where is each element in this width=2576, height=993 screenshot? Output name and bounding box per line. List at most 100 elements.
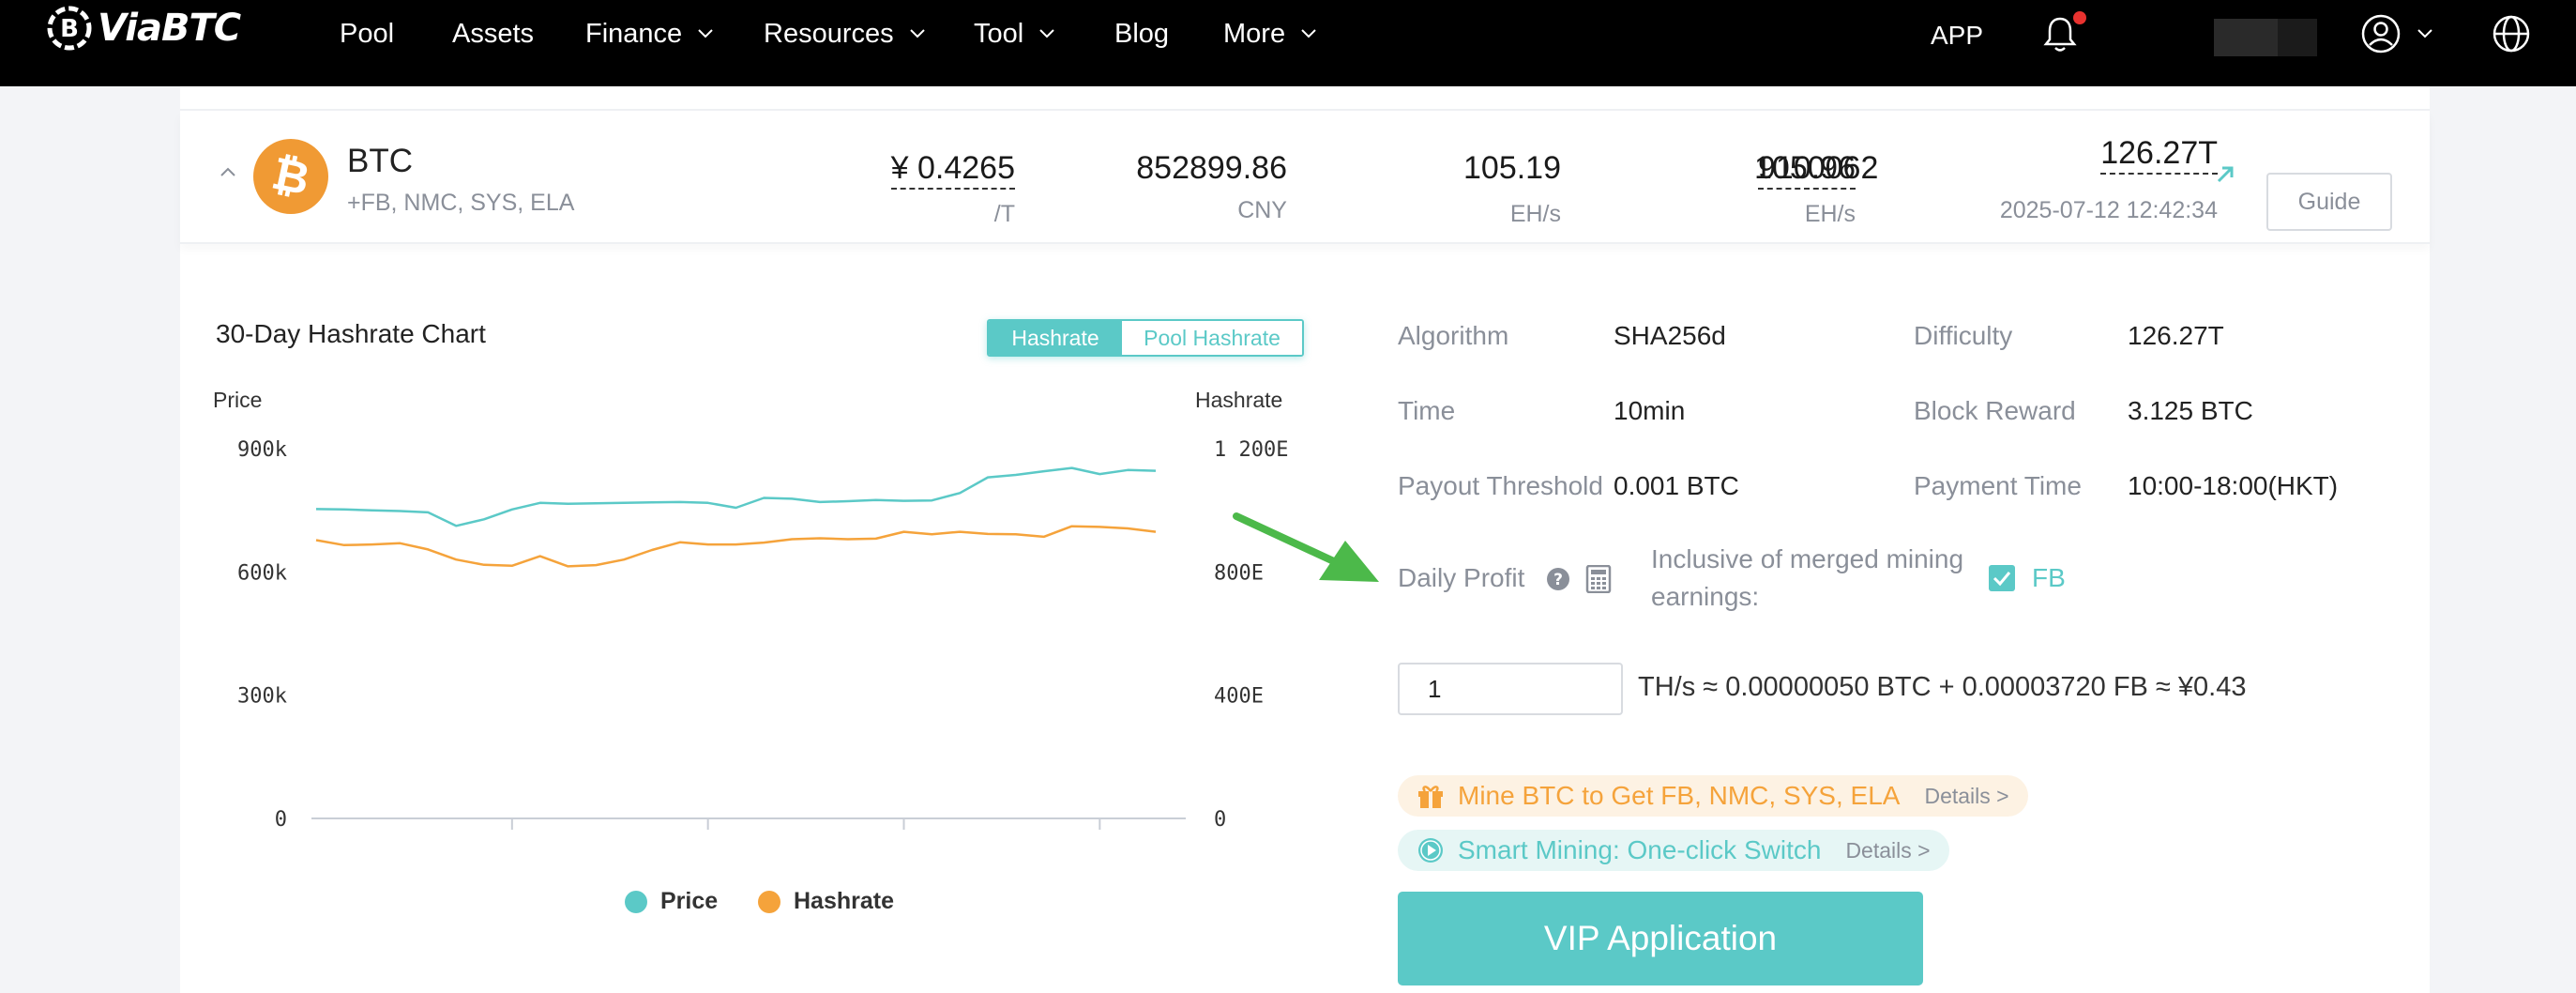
chart-toggle: Hashrate Pool Hashrate [987, 319, 1304, 357]
coin-name: BTC [347, 143, 413, 179]
hashrate-input[interactable] [1398, 663, 1623, 715]
block-reward-label: Block Reward [1914, 396, 2076, 425]
nav-more[interactable]: More [1223, 13, 1319, 54]
nav-finance[interactable]: Finance [585, 13, 716, 54]
chevron-down-icon [909, 29, 925, 38]
toggle-hashrate[interactable]: Hashrate [989, 321, 1122, 355]
account-name-placeholder [2214, 19, 2317, 56]
nav-resources[interactable]: Resources [764, 13, 928, 54]
payment-time-label: Payment Time [1914, 471, 2082, 500]
time-label: Time [1398, 396, 1456, 425]
pointer-arrow-icon [1233, 512, 1379, 582]
nav-finance-label: Finance [585, 18, 683, 49]
logo-icon: B [47, 6, 92, 51]
chevron-down-icon [698, 29, 713, 38]
pps-unit: CNY [1237, 197, 1287, 223]
calculator-icon[interactable] [1585, 565, 1612, 593]
check-icon [1993, 572, 2011, 587]
play-icon [1418, 838, 1443, 863]
pool-hashrate-value: 105.19 [1463, 150, 1561, 186]
chevron-down-icon [1039, 29, 1054, 38]
price-value[interactable]: ¥ 0.4265 [890, 150, 1015, 190]
fb-checkbox[interactable] [1989, 565, 2015, 591]
block-height: 1050062 [1754, 150, 1879, 186]
top-nav: B ViaBTC Pool Assets Finance Resources T… [0, 0, 2576, 86]
pps-value: 852899.86 [1136, 150, 1287, 186]
network-hashrate-value[interactable]: 910.96 [1758, 150, 1856, 190]
pool-hashrate-unit: EH/s [1509, 201, 1561, 227]
nav-app-label: APP [1931, 21, 1984, 50]
chevron-down-icon [2417, 29, 2432, 38]
notification-bell[interactable] [2041, 9, 2086, 58]
legend-hashrate-label: Hashrate [794, 888, 894, 914]
viabtc-logo[interactable]: B ViaBTC [45, 2, 241, 54]
promo-smart-text: Smart Mining: One-click Switch [1458, 835, 1822, 864]
bitcoin-icon: ₿ [253, 139, 328, 214]
nav-blog-label: Blog [1114, 18, 1170, 49]
external-link-icon[interactable] [2214, 163, 2236, 186]
gift-icon [1418, 786, 1443, 808]
guide-button[interactable]: Guide [2266, 173, 2392, 231]
y-left-tick-label: 0 [275, 808, 287, 832]
toggle-pool-hashrate[interactable]: Pool Hashrate [1122, 321, 1302, 355]
promo-merged-mining[interactable]: Mine BTC to Get FB, NMC, SYS, ELA Detail… [1398, 775, 2028, 817]
y-right-tick-label: 400E [1214, 685, 1264, 709]
y-right-tick-label: 800E [1214, 561, 1264, 585]
account-menu[interactable] [2360, 9, 2435, 58]
help-icon[interactable]: ? [1546, 567, 1570, 591]
algorithm-label: Algorithm [1398, 321, 1509, 350]
difficulty-info-value: 126.27T [2128, 321, 2224, 350]
language-switch[interactable] [2492, 9, 2531, 58]
legend-hashrate-dot [758, 890, 780, 913]
y-left-tick-label: 600k [237, 561, 287, 585]
difficulty-value[interactable]: 126.27T [2100, 135, 2218, 175]
series-line-price [315, 466, 1157, 527]
promo-smart-details[interactable]: Details > [1845, 837, 1931, 863]
price-unit: /T [993, 201, 1015, 227]
payment-time-value: 10:00-18:00(HKT) [2128, 471, 2339, 500]
daily-profit-label: Daily Profit [1398, 563, 1525, 592]
nav-blog[interactable]: Blog [1114, 13, 1169, 54]
network-hashrate-unit: EH/s [1804, 201, 1856, 227]
nav-app[interactable]: APP [1931, 15, 1983, 56]
legend-price-dot [625, 890, 647, 913]
svg-text:B: B [60, 15, 79, 43]
nav-resources-label: Resources [764, 18, 894, 49]
nav-more-label: More [1223, 18, 1286, 49]
user-icon [2361, 14, 2401, 53]
y-right-axis-title: Hashrate [1195, 388, 1282, 412]
series-line-hashrate [315, 525, 1157, 568]
difficulty-time: 2025-07-12 12:42:34 [1999, 197, 2218, 223]
nav-pool-label: Pool [340, 18, 395, 49]
vip-application-button[interactable]: VIP Application [1398, 892, 1923, 985]
notification-badge [2073, 11, 2086, 24]
coin-summary-row: ₿ BTC +FB, NMC, SYS, ELA ¥ 0.4265 /T 852… [180, 111, 2430, 244]
network-hashrate-text: 910.96 [1758, 150, 1856, 190]
legend-hashrate[interactable]: Hashrate [758, 888, 894, 915]
price-value-text: ¥ 0.4265 [890, 150, 1015, 190]
fb-checkbox-label[interactable]: FB [2032, 563, 2066, 592]
nav-pool[interactable]: Pool [340, 13, 394, 54]
algorithm-value: SHA256d [1614, 321, 1726, 350]
bell-icon [2043, 17, 2077, 52]
hashrate-chart: Price Hashrate 900k 600k 300k 0 1 200E 800E 400E… [213, 388, 1288, 832]
nav-tool-label: Tool [974, 18, 1024, 49]
svg-text:?: ? [1553, 571, 1563, 589]
globe-icon [2493, 15, 2530, 53]
promo-merged-details[interactable]: Details > [1924, 783, 2009, 808]
y-left-axis-title: Price [213, 388, 262, 412]
y-left-tick-label: 900k [237, 438, 287, 462]
y-left-tick-label: 300k [237, 685, 287, 709]
nav-assets[interactable]: Assets [452, 13, 534, 54]
chevron-up-icon[interactable] [218, 161, 238, 182]
chart-title: 30-Day Hashrate Chart [216, 319, 486, 348]
legend-price[interactable]: Price [625, 888, 718, 915]
promo-merged-text: Mine BTC to Get FB, NMC, SYS, ELA [1458, 781, 1901, 810]
difficulty-text: 126.27T [2100, 135, 2218, 175]
nav-tool[interactable]: Tool [974, 13, 1057, 54]
promo-smart-mining[interactable]: Smart Mining: One-click Switch Details > [1398, 830, 1949, 871]
y-right-tick-label: 0 [1214, 808, 1226, 832]
block-reward-value: 3.125 BTC [2128, 396, 2253, 425]
divider [180, 109, 2430, 111]
merged-mining-label-2: earnings: [1651, 582, 1760, 611]
